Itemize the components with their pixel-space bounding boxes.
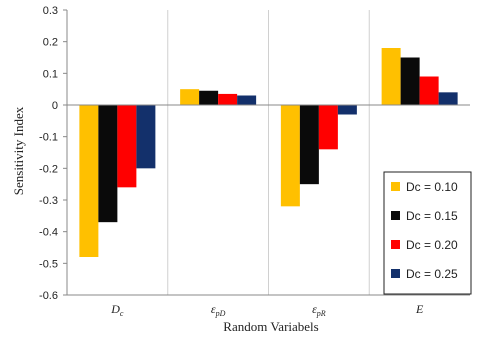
bar <box>438 92 458 105</box>
y-tick-label: 0.1 <box>43 68 58 80</box>
legend-swatch <box>391 240 400 249</box>
bar <box>237 95 257 105</box>
x-category-label: Dc <box>110 302 124 318</box>
category-separators <box>167 10 370 295</box>
bar <box>299 105 319 185</box>
y-tick-label: -0.1 <box>39 132 58 144</box>
x-category-label: εpD <box>211 302 226 318</box>
x-category-label: εpR <box>312 302 326 318</box>
x-axis-title: Random Variabels <box>223 319 318 334</box>
bar <box>337 105 357 115</box>
y-tick-label: -0.6 <box>39 290 58 302</box>
bar <box>136 105 156 169</box>
legend-swatch <box>391 211 400 220</box>
legend-label: Dc = 0.25 <box>406 267 458 281</box>
y-tick-labels: 0.3 0.2 0.1 0 -0.1 -0.2 -0.3 -0.4 -0.5 -0.6 <box>39 5 67 302</box>
bar <box>199 90 219 105</box>
bar <box>79 105 99 257</box>
bar <box>98 105 118 223</box>
y-axis-title: Sensitivity Index <box>11 106 26 195</box>
bar <box>218 93 238 105</box>
y-tick-label: -0.2 <box>39 163 58 175</box>
legend-swatch <box>391 182 400 191</box>
y-tick-label: 0.2 <box>43 37 58 49</box>
bar <box>419 76 439 105</box>
legend-label: Dc = 0.15 <box>406 209 458 223</box>
bars <box>79 48 458 257</box>
bar <box>280 105 300 207</box>
x-category-labels: Dc εpD εpR E <box>110 302 424 318</box>
y-tick-label: -0.3 <box>39 195 58 207</box>
bar <box>400 57 420 105</box>
legend-swatch <box>391 269 400 278</box>
bar <box>381 48 401 105</box>
bar <box>318 105 338 150</box>
bar <box>180 89 200 105</box>
legend-label: Dc = 0.20 <box>406 238 458 252</box>
y-tick-label: -0.4 <box>39 227 58 239</box>
legend-label: Dc = 0.10 <box>406 180 458 194</box>
x-category-label: E <box>415 302 424 316</box>
y-tick-label: -0.5 <box>39 258 58 270</box>
y-tick-label: 0 <box>52 100 58 112</box>
y-tick-label: 0.3 <box>43 5 58 17</box>
bar <box>117 105 137 188</box>
axes <box>66 10 470 296</box>
legend: Dc = 0.10 Dc = 0.15 Dc = 0.20 Dc = 0.25 <box>383 171 472 295</box>
